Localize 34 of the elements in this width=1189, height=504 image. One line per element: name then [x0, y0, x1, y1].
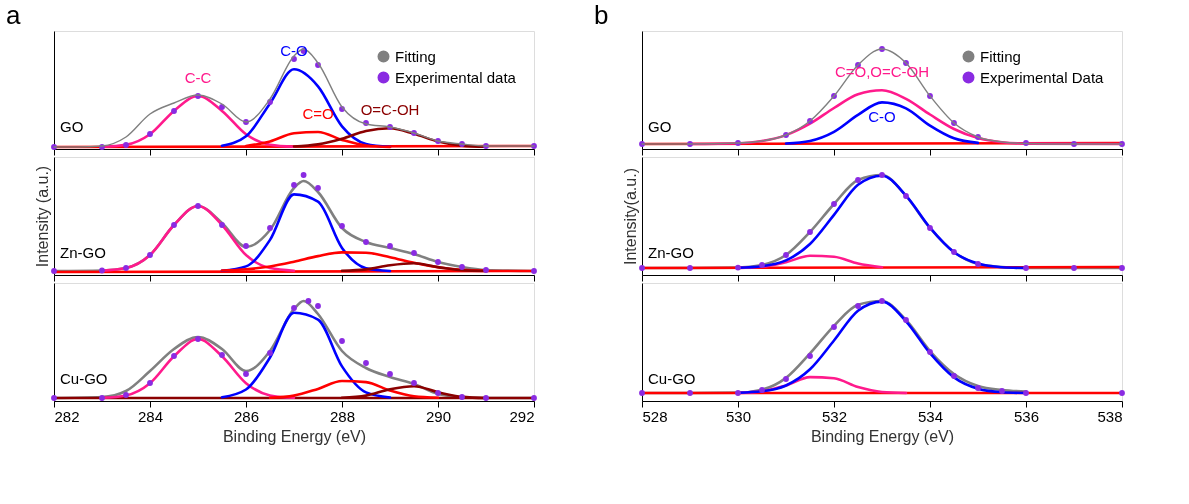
x-tick-label: 288 [329, 407, 356, 425]
chart-title: a [6, 0, 22, 30]
x-axis-title: Binding Energy (eV) [222, 427, 367, 445]
x-tick-label: 292 [509, 407, 535, 425]
legend-label: Fitting [980, 47, 1021, 65]
y-axis-title: Intensity (a.u.) [33, 165, 51, 268]
x-tick-label: 534 [917, 407, 944, 425]
annotation: Cu-GO [648, 370, 696, 387]
chart-title: b [594, 0, 609, 30]
annotation: Zn-GO [648, 244, 694, 261]
series-label: C-C [184, 69, 212, 86]
x-tick-label: 282 [54, 407, 80, 425]
annotation: Cu-GO [60, 370, 108, 387]
x-tick-label: 530 [725, 407, 752, 425]
series-label: O=C-OH [360, 101, 420, 119]
x-tick-label: 286 [233, 407, 260, 425]
legend-label: Experimental Data [980, 68, 1105, 86]
x-axis-title: Binding Energy (eV) [810, 427, 955, 445]
x-tick-label: 290 [425, 407, 452, 425]
x-tick-label: 538 [1097, 407, 1123, 425]
series-label: C-O [280, 42, 308, 60]
series-label: C=O [302, 105, 334, 122]
x-tick-label: 284 [137, 407, 164, 425]
legend-label: Experimental data [395, 68, 517, 86]
x-tick-label: 536 [1013, 407, 1040, 425]
annotation: GO [648, 118, 672, 135]
series-label: C-O [868, 108, 896, 126]
y-axis-title: Intensity(a.u.) [621, 168, 639, 265]
annotation: Zn-GO [60, 244, 106, 261]
series-label: C=O,O=C-OH [834, 63, 930, 81]
legend-label: Fitting [395, 47, 436, 65]
x-tick-label: 528 [642, 407, 668, 425]
annotation: GO [60, 118, 84, 135]
x-tick-label: 532 [821, 407, 848, 425]
